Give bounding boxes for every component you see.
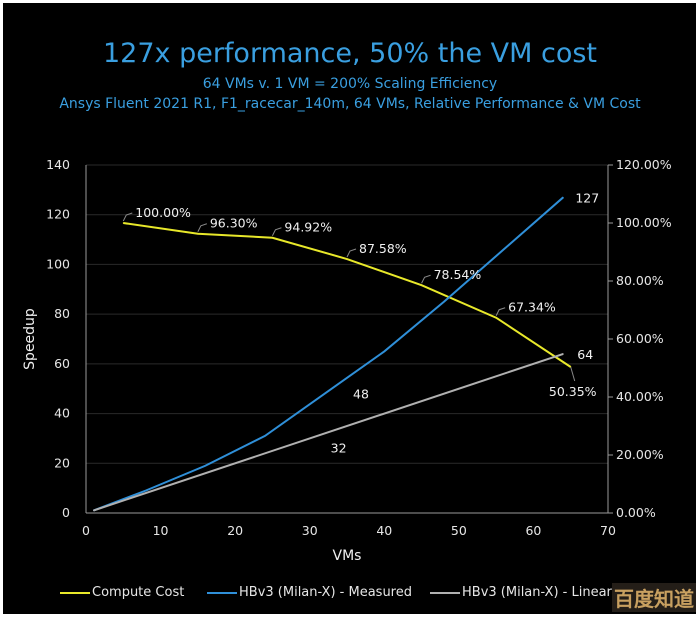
y2-tick-label: 0.00% (616, 505, 656, 520)
legend-label: HBv3 (Milan-X) - Linear (462, 585, 612, 600)
x-tick-label: 70 (600, 523, 616, 538)
leader-line (197, 223, 208, 232)
data-label: 48 (353, 387, 369, 402)
leader-line (495, 307, 506, 316)
y2-tick-label: 100.00% (616, 215, 672, 230)
chart-background (3, 3, 696, 614)
chart-subtitle-2: Ansys Fluent 2021 R1, F1_racecar_140m, 6… (59, 96, 641, 112)
data-point (562, 353, 564, 355)
data-label: 64 (577, 347, 593, 362)
data-label: 100.00% (135, 205, 191, 220)
y-tick-label: 60 (54, 356, 70, 371)
legend-swatch-measured (207, 591, 237, 594)
leader-line (122, 212, 133, 222)
data-point (383, 350, 385, 352)
data-point (443, 301, 445, 303)
leader-line (346, 248, 357, 258)
x-tick-label: 50 (451, 523, 467, 538)
series-line-2 (93, 352, 564, 512)
y2-tick-label: 80.00% (616, 273, 664, 288)
watermark: 百度知道 (612, 583, 696, 612)
y-tick-label: 0 (62, 505, 70, 520)
y2-tick-label: 60.00% (616, 331, 664, 346)
legend-label: Compute Cost (92, 585, 185, 600)
y2-tick-label: 120.00% (616, 157, 672, 172)
x-tick-label: 60 (525, 523, 541, 538)
x-axis-label: VMs (333, 548, 362, 564)
data-label: 32 (331, 440, 347, 455)
data-point (421, 284, 423, 286)
data-label: 78.54% (434, 267, 482, 282)
chart-title: 127x performance, 50% the VM cost (102, 38, 598, 69)
leader-line (421, 274, 431, 284)
y-tick-label: 40 (54, 406, 70, 421)
data-point (346, 258, 348, 260)
legend-item-measured: HBv3 (Milan-X) - Measured (207, 585, 412, 600)
legend-swatch-compute-cost (60, 591, 90, 594)
data-point (495, 317, 497, 319)
legend-label: HBv3 (Milan-X) - Measured (239, 585, 412, 600)
data-point (271, 237, 273, 239)
leader-line (570, 366, 576, 382)
data-point (204, 465, 206, 467)
x-tick-label: 0 (82, 523, 90, 538)
data-point (122, 222, 124, 224)
data-point (92, 510, 94, 512)
x-tick-label: 20 (227, 523, 243, 538)
series-line-0 (123, 222, 572, 368)
data-label: 67.34% (508, 300, 556, 315)
data-point (503, 249, 505, 251)
x-tick-label: 40 (376, 523, 392, 538)
leader-line (271, 227, 282, 236)
y-tick-label: 100 (46, 256, 70, 271)
data-point (197, 233, 199, 235)
y2-tick-label: 20.00% (616, 447, 664, 462)
legend-swatch-linear (430, 591, 460, 594)
chart-subtitle: 64 VMs v. 1 VM = 200% Scaling Efficiency (202, 76, 498, 92)
data-label: 94.92% (284, 220, 332, 235)
data-point (324, 432, 326, 434)
data-label: 127 (575, 190, 599, 205)
data-point (562, 196, 564, 198)
x-tick-label: 30 (302, 523, 318, 538)
y-tick-label: 80 (54, 306, 70, 321)
data-label: 87.58% (359, 241, 407, 256)
y2-tick-label: 40.00% (616, 389, 664, 404)
legend-item-compute-cost: Compute Cost (60, 585, 184, 600)
data-point (264, 435, 266, 437)
data-label: 96.30% (210, 216, 258, 231)
x-tick-label: 10 (153, 523, 169, 538)
data-point (145, 490, 147, 492)
y-tick-label: 120 (46, 207, 70, 222)
y-axis-label: Speedup (22, 308, 38, 370)
y-tick-label: 20 (54, 455, 70, 470)
y-tick-label: 140 (46, 157, 70, 172)
data-label: 50.35% (549, 384, 597, 399)
legend-item-linear: HBv3 (Milan-X) - Linear (430, 585, 612, 600)
data-point (324, 393, 326, 395)
